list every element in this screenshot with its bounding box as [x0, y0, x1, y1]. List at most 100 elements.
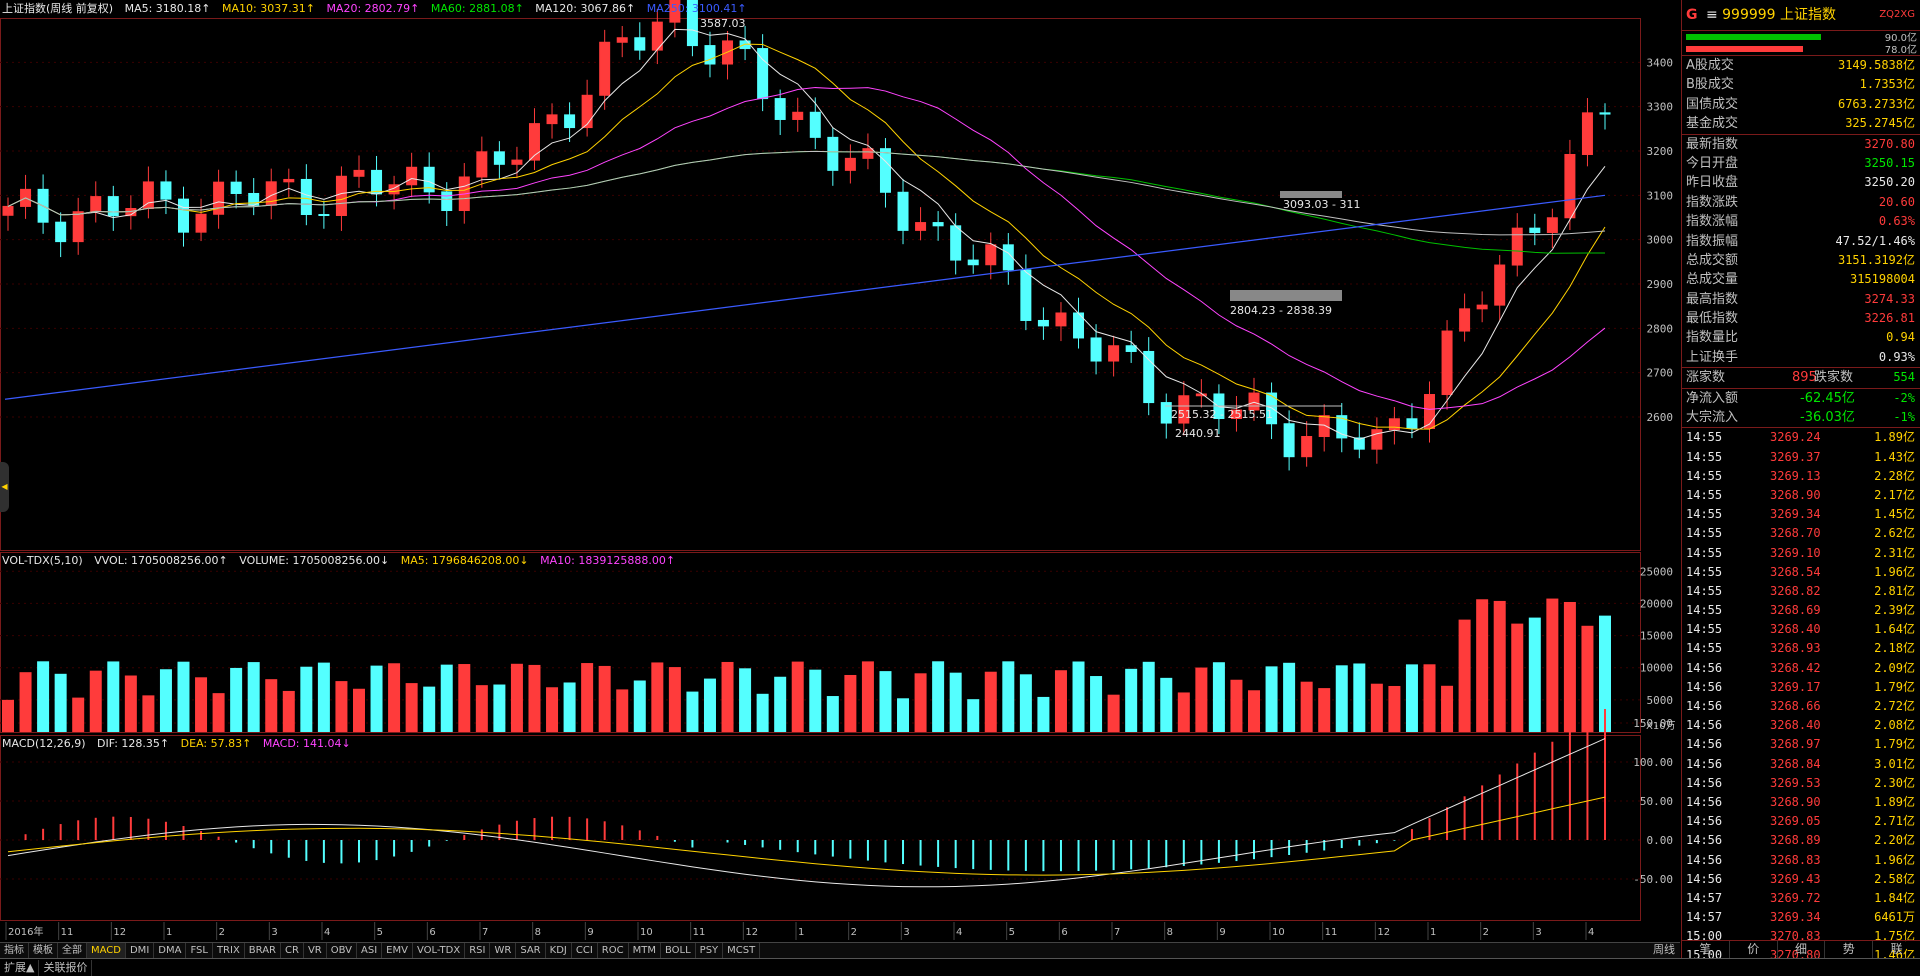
volume-bar: [826, 696, 839, 732]
quote-value: 6763.2733亿: [1837, 96, 1915, 111]
candle-body: [1037, 319, 1049, 327]
group-icon[interactable]: G: [1686, 7, 1698, 23]
tick-price: 3269.24: [1770, 430, 1821, 445]
candle-body: [1108, 345, 1120, 362]
tick-price: 3269.13: [1770, 468, 1821, 483]
indicator-tab[interactable]: BRAR: [245, 943, 281, 959]
candle-body: [406, 166, 418, 186]
detail-tab[interactable]: 细: [1778, 941, 1826, 958]
indicator-tab[interactable]: ASI: [357, 943, 383, 959]
tick-price: 3268.84: [1770, 756, 1821, 771]
tick-row: 14:56 3268.89 2.20亿: [1682, 831, 1920, 850]
tick-row: 14:56 3268.66 2.72亿: [1682, 697, 1920, 716]
tick-time: 14:55: [1686, 641, 1723, 656]
time-label: 12: [1377, 927, 1390, 938]
indicator-tab[interactable]: 指标: [0, 943, 29, 959]
macd-legend: MACD(12,26,9) DIF: 128.35↑ DEA: 57.83↑ M…: [2, 736, 359, 752]
bottom-tab[interactable]: 扩展▲: [0, 959, 40, 976]
vol-ma5-label: MA5: 1796846208.00↓: [400, 554, 529, 567]
indicator-tab[interactable]: MTM: [629, 943, 661, 959]
macd-panel-frame: [0, 735, 1641, 921]
quote-label: 总成交额: [1686, 252, 1739, 268]
indicator-tab[interactable]: SAR: [516, 943, 546, 959]
indicator-tab[interactable]: 模板: [29, 943, 58, 959]
bottom-tab[interactable]: 关联报价: [39, 959, 93, 976]
quote-value: 315198004: [1849, 272, 1915, 287]
volume-bar: [1212, 662, 1225, 732]
kline-chart-area[interactable]: 3400 3300 3200 3100 3000 2900 2800 2700 2600 2500…: [0, 0, 1680, 959]
detail-tab[interactable]: 联: [1873, 941, 1920, 958]
indicator-tab[interactable]: MCST: [723, 943, 761, 959]
quote-value: 1.7353亿: [1859, 77, 1915, 92]
tick-time: 14:55: [1686, 468, 1723, 483]
tick-amount: 1.43亿: [1874, 449, 1915, 464]
indicator-tab[interactable]: RSI: [465, 943, 491, 959]
volume-bar: [967, 699, 980, 732]
volume-compare-bar: 78.0亿: [1682, 43, 1920, 56]
indicator-tab[interactable]: BOLL: [661, 943, 696, 959]
indicator-tab[interactable]: CR: [281, 943, 304, 959]
indicator-tab[interactable]: EMV: [382, 943, 413, 959]
candle-body: [739, 40, 751, 50]
tick-amount: 2.72亿: [1874, 699, 1915, 714]
candle-body: [423, 166, 435, 193]
dif-label: DIF: 128.35↑: [97, 737, 170, 750]
tick-row: 14:56 3269.53 2.30亿: [1682, 774, 1920, 793]
tick-amount: 2.58亿: [1874, 871, 1915, 886]
range-marker: [1280, 191, 1342, 198]
indicator-tab[interactable]: KDJ: [546, 943, 572, 959]
cycle-label[interactable]: 周线: [1653, 943, 1675, 956]
indicator-tab[interactable]: TRIX: [213, 943, 245, 959]
tick-time: 14:55: [1686, 583, 1723, 598]
volume-bar: [914, 673, 927, 732]
quote-label: 指数涨幅: [1686, 214, 1739, 230]
indicator-tab[interactable]: 全部: [58, 943, 87, 959]
detail-tab[interactable]: 价: [1730, 941, 1778, 958]
volume-bar: [1528, 617, 1541, 732]
indicator-tab[interactable]: PSY: [696, 943, 724, 959]
menu-icon[interactable]: ≡: [1705, 7, 1718, 23]
flow-label: 大宗流入: [1686, 410, 1739, 426]
detail-tab[interactable]: 势: [1825, 941, 1874, 958]
quote-label: 今日开盘: [1686, 155, 1739, 171]
indicator-tab[interactable]: DMI: [126, 943, 155, 959]
quote-label: 指数量比: [1686, 330, 1739, 346]
flow-percent: -1%: [1893, 410, 1915, 425]
indicator-tab[interactable]: WR: [490, 943, 517, 959]
indicator-tab[interactable]: VR: [304, 943, 327, 959]
candle-body: [1248, 392, 1260, 411]
indicator-tab[interactable]: MACD: [87, 943, 126, 959]
candle-body: [546, 114, 558, 125]
header-tag[interactable]: ZQ2XG: [1879, 9, 1915, 20]
time-label: 6: [1061, 927, 1067, 938]
indicator-tab[interactable]: ROC: [598, 943, 629, 959]
kline-chart-canvas[interactable]: 3400330032003100300029002800270026002500…: [0, 0, 1680, 942]
down-count-label: 跌家数: [1814, 370, 1854, 386]
volume-label: VOLUME: 1705008256.00↓: [239, 554, 390, 567]
time-label: 3: [1535, 927, 1541, 938]
detail-tab[interactable]: 笔: [1682, 941, 1730, 958]
indicator-tab[interactable]: DMA: [154, 943, 187, 959]
candle-body: [1283, 423, 1295, 458]
indicator-tab[interactable]: OBV: [327, 943, 357, 959]
collapse-handle[interactable]: ◀: [0, 462, 9, 512]
indicator-tab[interactable]: CCI: [572, 943, 598, 959]
range-marker: [1230, 290, 1342, 301]
indicator-tab[interactable]: VOL-TDX: [413, 943, 466, 959]
macd-tick-label: 100.00: [1633, 756, 1673, 769]
indicator-tab[interactable]: FSL: [186, 943, 213, 959]
candle-body: [1336, 415, 1348, 439]
volume-bar: [756, 693, 769, 732]
ma10-line: [7, 43, 1606, 430]
candle-body: [616, 37, 628, 43]
time-label: 7: [1114, 927, 1120, 938]
time-label: 2016年: [8, 925, 43, 938]
compare-bar-fill: [1686, 34, 1821, 40]
tick-price: 3268.97: [1770, 737, 1821, 752]
candle-body: [318, 214, 330, 217]
time-label: 4: [1588, 927, 1594, 938]
candle-body: [774, 98, 786, 120]
tick-amount: 1.96亿: [1874, 852, 1915, 867]
ma250-line: [4, 194, 1606, 400]
tick-price: 3268.83: [1770, 852, 1821, 867]
